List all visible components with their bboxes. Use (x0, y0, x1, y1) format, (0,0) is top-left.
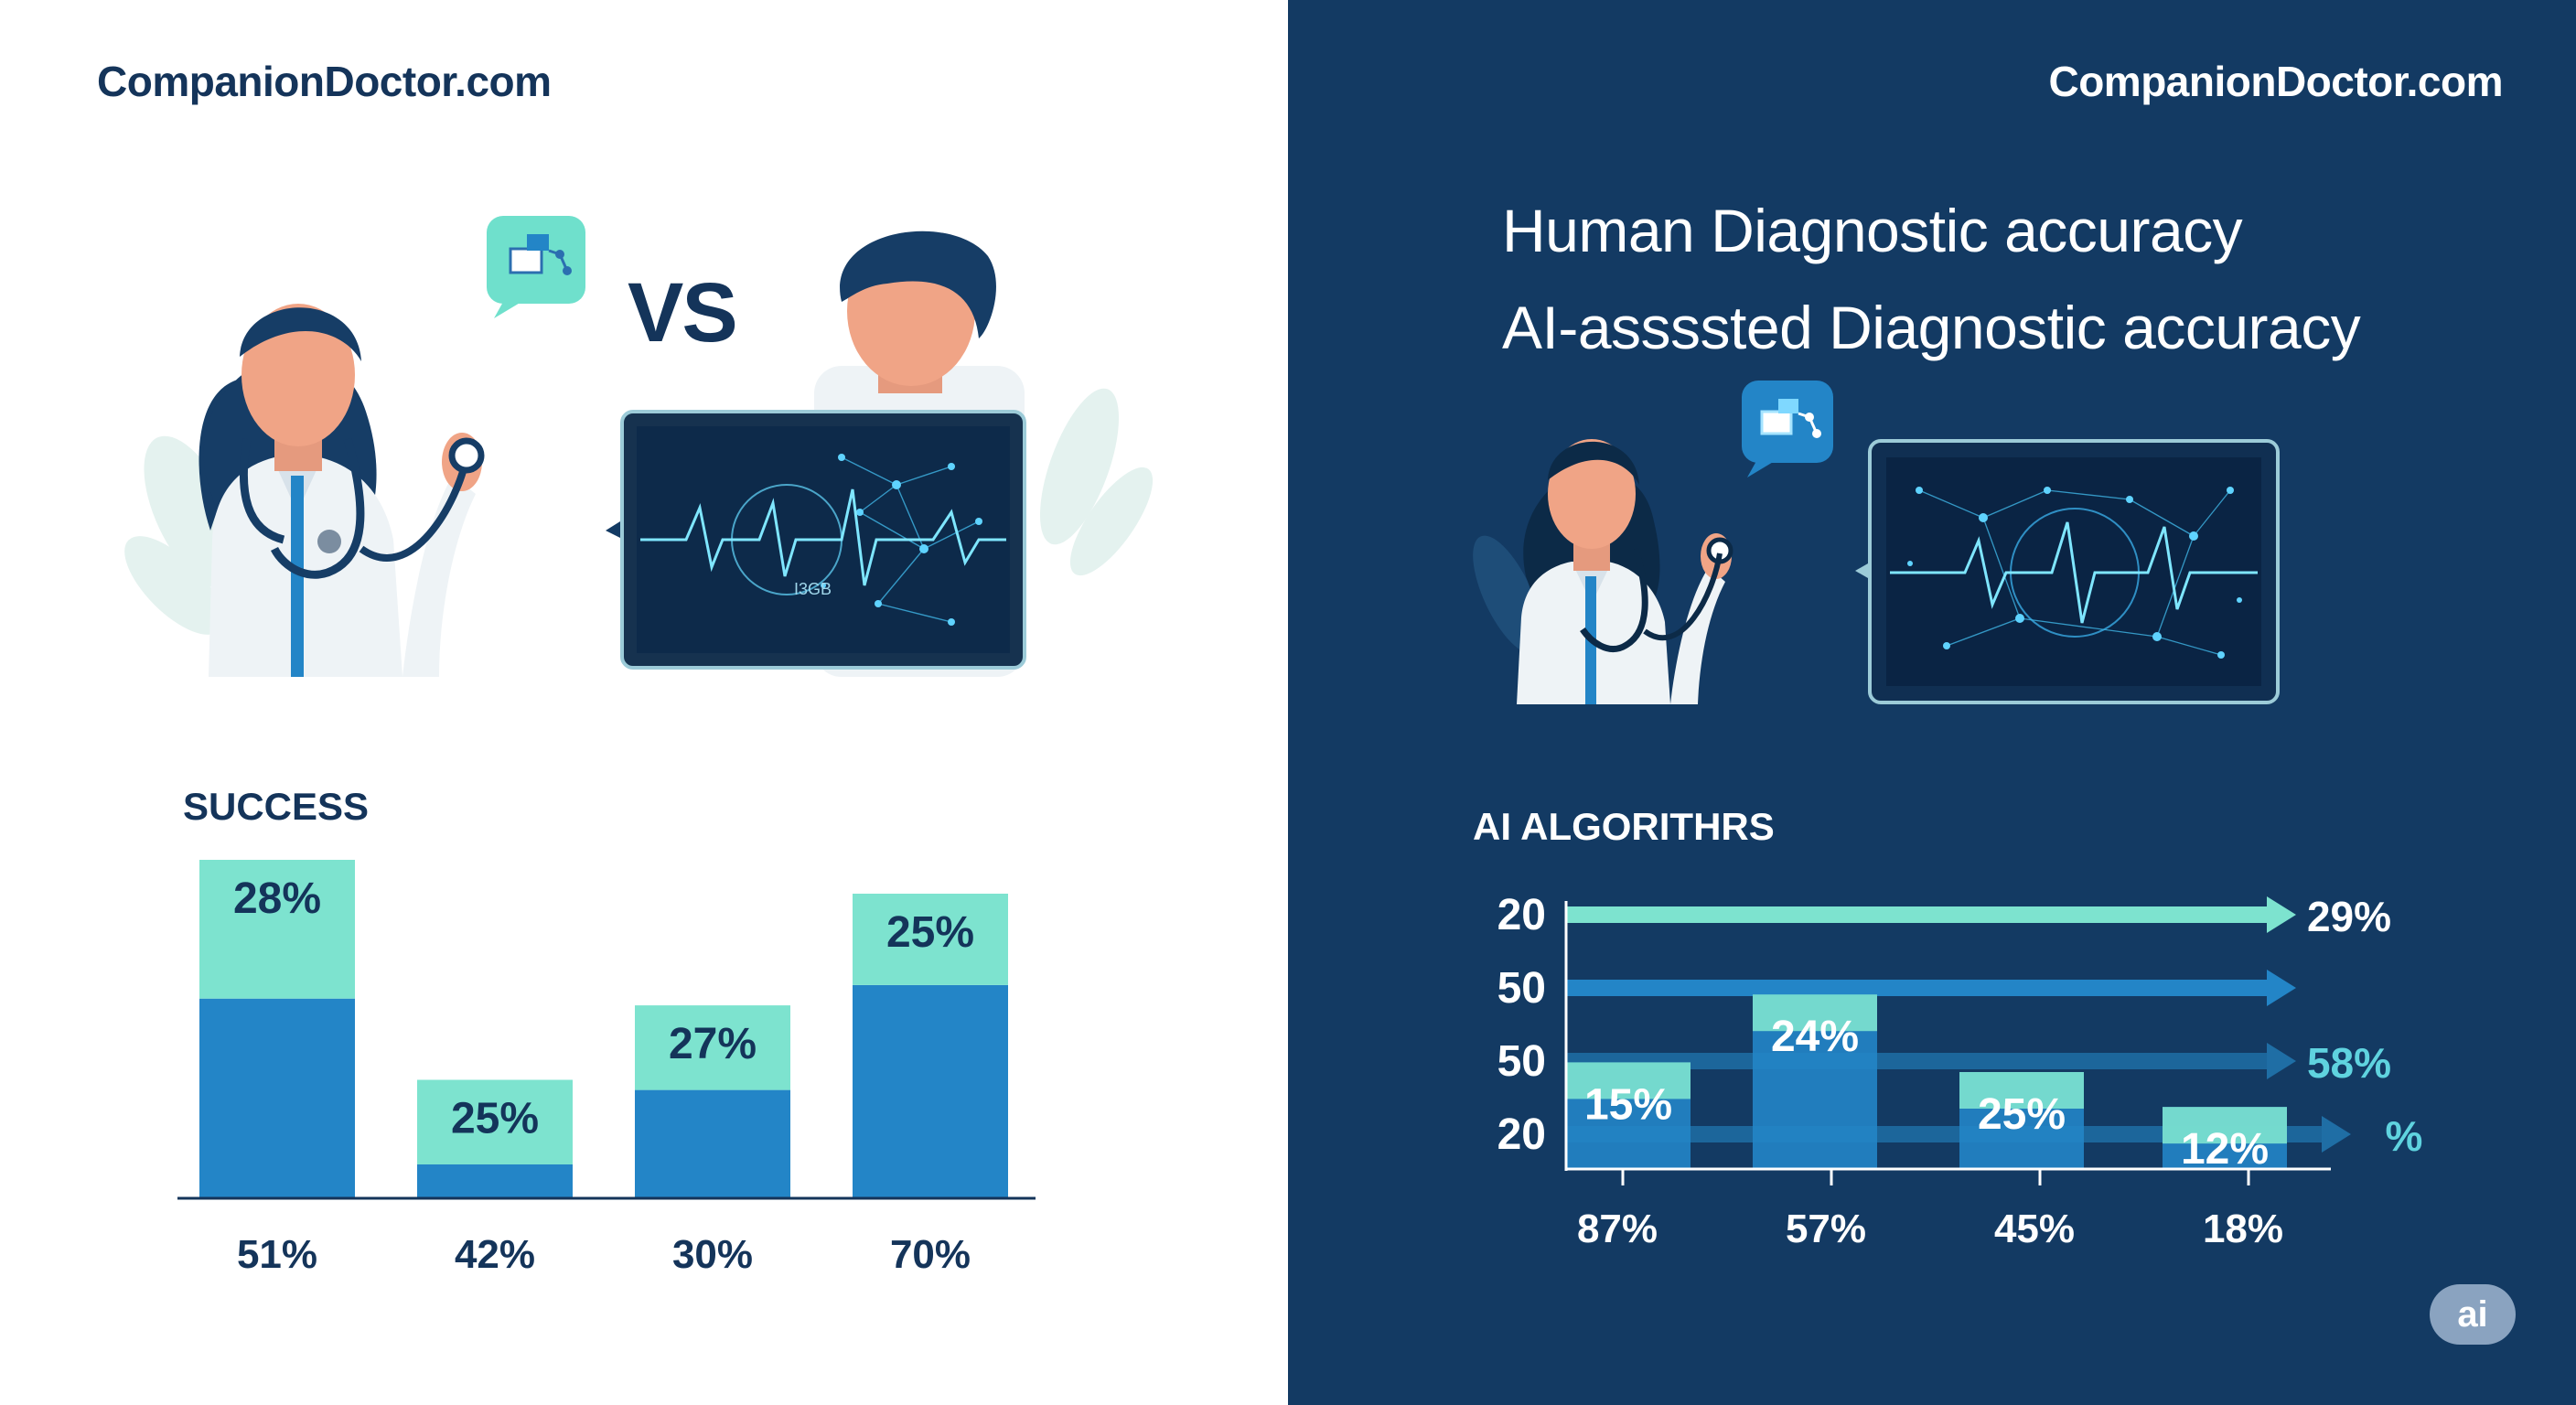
arrow-head (2267, 970, 2296, 1006)
arrow-end-label: 58% (2307, 1039, 2391, 1087)
bar-segment-teal (853, 894, 1008, 985)
y-tick-label: 50 (1497, 1037, 1546, 1086)
ai-badge[interactable]: ai (2430, 1284, 2516, 1345)
x-tick-label: 30% (672, 1232, 753, 1277)
brand-logo-right[interactable]: CompanionDoctor.com (2048, 58, 2503, 105)
horizontal-arrow (1566, 906, 2267, 923)
doctor-woman-illustration (124, 304, 485, 677)
bar-segment-blue (199, 998, 355, 1198)
x-tick-label: 70% (890, 1232, 971, 1277)
right-panel: CompanionDoctor.com Human Diagnostic acc… (1288, 0, 2576, 1405)
x-tick-label: 45% (1994, 1207, 2075, 1251)
left-panel: CompanionDoctor.com VS (97, 58, 1154, 1277)
bar-data-label: 25% (1978, 1090, 2066, 1139)
arrow-end-label: % (2386, 1112, 2423, 1160)
chat-bubble-network-icon-dark (1742, 381, 1833, 477)
bar-data-label: 15% (1584, 1080, 1672, 1129)
tablet-label: I3GB (794, 580, 832, 598)
bar-segment-teal (635, 1005, 790, 1090)
x-tick-label: 18% (2203, 1207, 2283, 1251)
arrow-head (2267, 1043, 2296, 1079)
y-tick-label: 20 (1497, 1110, 1546, 1159)
bar-segment-blue (417, 1164, 573, 1198)
y-tick-label: 50 (1497, 964, 1546, 1013)
heading-human-accuracy: Human Diagnostic accuracy (1502, 197, 2243, 264)
chat-bubble-network-icon (487, 216, 585, 318)
y-tick-label: 20 (1497, 891, 1546, 939)
bar-data-label: 27% (669, 1020, 757, 1068)
left-bar-chart: 28% 51% 25% 42% 27% 30% 25% 70% (177, 860, 1036, 1277)
bar-data-label: 24% (1771, 1013, 1859, 1061)
chart-left-title: SUCCESS (183, 785, 370, 828)
horizontal-arrow (1566, 1053, 2267, 1069)
arrow-head (2322, 1116, 2351, 1153)
bar-data-label: 28% (233, 874, 321, 923)
bar-data-label: 25% (451, 1095, 539, 1143)
x-tick-label: 42% (455, 1232, 535, 1277)
bar-segment-teal (199, 860, 355, 999)
vs-label: VS (628, 266, 738, 359)
bar-data-label: 12% (2181, 1125, 2269, 1174)
chart-right-title: AI ALGORITHRS (1473, 805, 1775, 848)
bar-cap (2163, 1107, 2287, 1144)
horizontal-arrow (1566, 980, 2267, 996)
bar-segment-blue (635, 1089, 790, 1198)
x-tick-label: 51% (237, 1232, 317, 1277)
bar-segment-blue (853, 984, 1008, 1198)
brand-logo-left[interactable]: CompanionDoctor.com (97, 58, 552, 105)
tablet-ai-network-illustration (1855, 439, 2280, 704)
x-tick-label: 57% (1786, 1207, 1866, 1251)
doctor-woman-illustration-dark (1473, 439, 1733, 704)
x-tick-label: 87% (1577, 1207, 1658, 1251)
bar-cap (1753, 994, 1877, 1032)
bar-data-label: 25% (886, 908, 974, 957)
tablet-ecg-illustration: I3GB (606, 410, 1026, 670)
bar-cap (1959, 1072, 2084, 1109)
bar-cap (1566, 1062, 1690, 1099)
right-bar-chart: 20 29% 50 50 58% 20 % 15% 24% 25% 12% 87% 57% 45% 18% (1497, 891, 2423, 1251)
arrow-end-label: 29% (2307, 893, 2391, 940)
heading-ai-accuracy: AI-assssted Diagnostic accuracy (1502, 294, 2361, 361)
bar-segment-teal (417, 1079, 573, 1164)
arrow-head (2267, 896, 2296, 933)
